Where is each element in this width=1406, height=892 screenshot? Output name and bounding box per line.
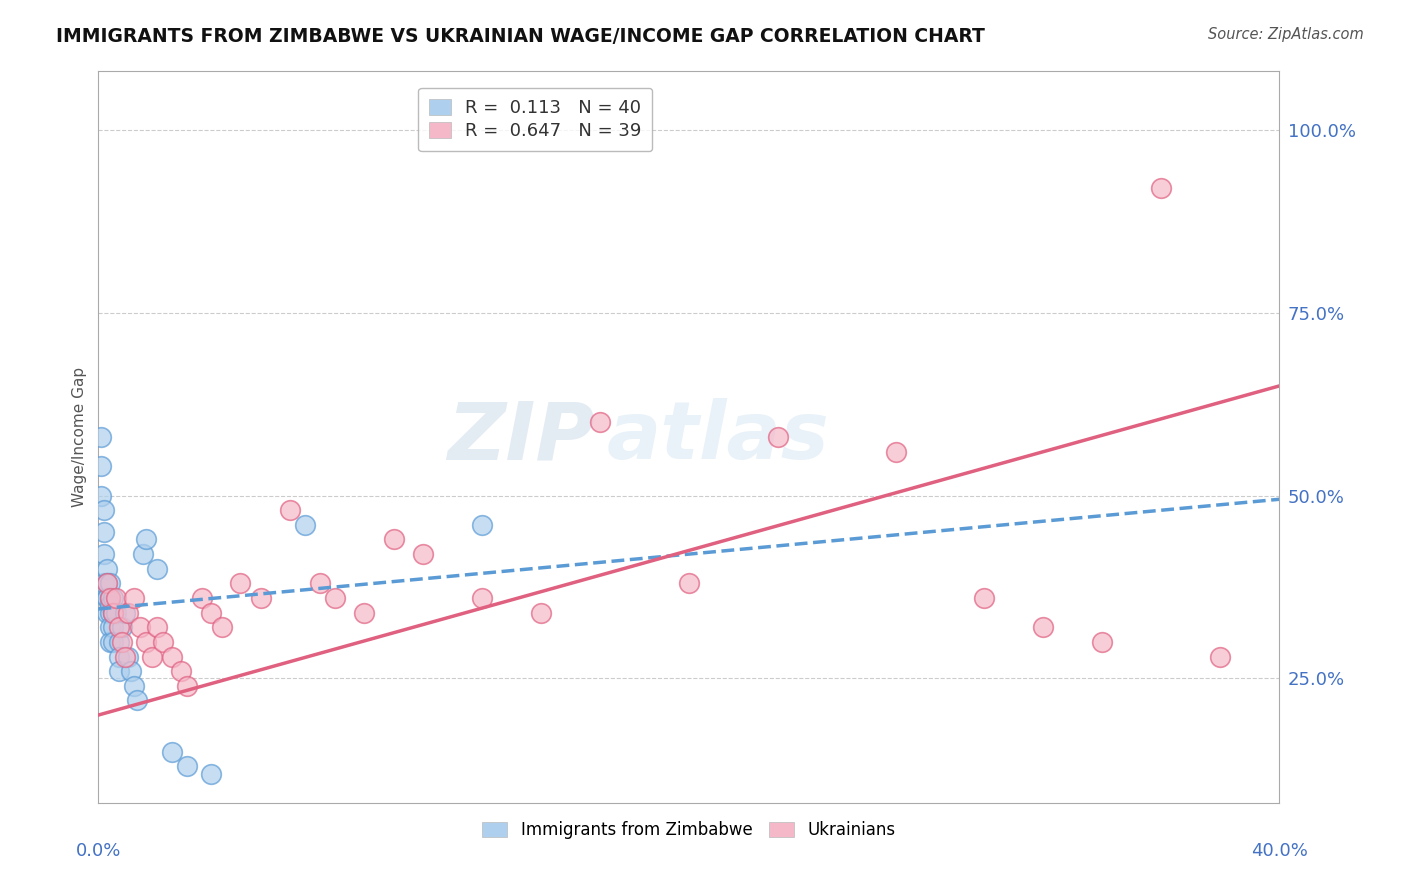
- Point: [200, 606, 222, 620]
- Point: [382, 533, 405, 547]
- Point: [122, 679, 145, 693]
- Point: [90, 430, 112, 444]
- Point: [471, 591, 494, 605]
- Legend: Immigrants from Zimbabwe, Ukrainians: Immigrants from Zimbabwe, Ukrainians: [475, 814, 903, 846]
- Point: [103, 620, 125, 634]
- Point: [93, 547, 115, 561]
- Point: [152, 635, 174, 649]
- Point: [471, 517, 494, 532]
- Point: [108, 620, 131, 634]
- Point: [229, 576, 252, 591]
- Point: [323, 591, 346, 605]
- Point: [128, 620, 150, 634]
- Point: [1150, 181, 1173, 195]
- Point: [294, 517, 316, 532]
- Point: [678, 576, 700, 591]
- Point: [200, 766, 222, 780]
- Point: [250, 591, 273, 605]
- Point: [1091, 635, 1114, 649]
- Point: [589, 416, 612, 430]
- Point: [117, 649, 139, 664]
- Point: [96, 591, 118, 605]
- Point: [132, 547, 155, 561]
- Point: [122, 591, 145, 605]
- Point: [98, 606, 121, 620]
- Point: [103, 635, 125, 649]
- Text: atlas: atlas: [606, 398, 830, 476]
- Point: [114, 606, 136, 620]
- Point: [98, 591, 121, 605]
- Point: [98, 591, 121, 605]
- Point: [96, 562, 118, 576]
- Point: [108, 635, 131, 649]
- Point: [93, 525, 115, 540]
- Text: 0.0%: 0.0%: [76, 842, 121, 860]
- Point: [280, 503, 302, 517]
- Point: [98, 635, 121, 649]
- Point: [96, 591, 118, 605]
- Point: [90, 489, 112, 503]
- Point: [111, 620, 134, 634]
- Point: [103, 591, 125, 605]
- Point: [135, 635, 157, 649]
- Point: [1209, 649, 1232, 664]
- Point: [309, 576, 332, 591]
- Point: [530, 606, 553, 620]
- Point: [96, 606, 118, 620]
- Point: [125, 693, 148, 707]
- Point: [191, 591, 214, 605]
- Point: [170, 664, 193, 678]
- Point: [103, 606, 125, 620]
- Point: [162, 649, 183, 664]
- Point: [146, 620, 169, 634]
- Point: [353, 606, 375, 620]
- Point: [93, 503, 115, 517]
- Point: [176, 759, 198, 773]
- Point: [1032, 620, 1054, 634]
- Point: [162, 745, 183, 759]
- Text: Source: ZipAtlas.com: Source: ZipAtlas.com: [1208, 27, 1364, 42]
- Point: [973, 591, 995, 605]
- Point: [117, 606, 139, 620]
- Point: [96, 576, 118, 591]
- Point: [108, 649, 131, 664]
- Point: [114, 649, 136, 664]
- Point: [98, 599, 121, 613]
- Point: [176, 679, 198, 693]
- Y-axis label: Wage/Income Gap: Wage/Income Gap: [72, 367, 87, 508]
- Text: ZIP: ZIP: [447, 398, 595, 476]
- Point: [766, 430, 789, 444]
- Point: [884, 444, 907, 458]
- Point: [90, 459, 112, 474]
- Point: [211, 620, 233, 634]
- Point: [108, 664, 131, 678]
- Point: [93, 576, 115, 591]
- Point: [120, 664, 142, 678]
- Text: IMMIGRANTS FROM ZIMBABWE VS UKRAINIAN WAGE/INCOME GAP CORRELATION CHART: IMMIGRANTS FROM ZIMBABWE VS UKRAINIAN WA…: [56, 27, 986, 45]
- Point: [111, 635, 134, 649]
- Point: [96, 576, 118, 591]
- Point: [135, 533, 157, 547]
- Point: [412, 547, 434, 561]
- Point: [103, 606, 125, 620]
- Point: [98, 620, 121, 634]
- Text: 40.0%: 40.0%: [1251, 842, 1308, 860]
- Point: [141, 649, 163, 664]
- Point: [105, 606, 128, 620]
- Point: [105, 591, 128, 605]
- Point: [146, 562, 169, 576]
- Point: [98, 576, 121, 591]
